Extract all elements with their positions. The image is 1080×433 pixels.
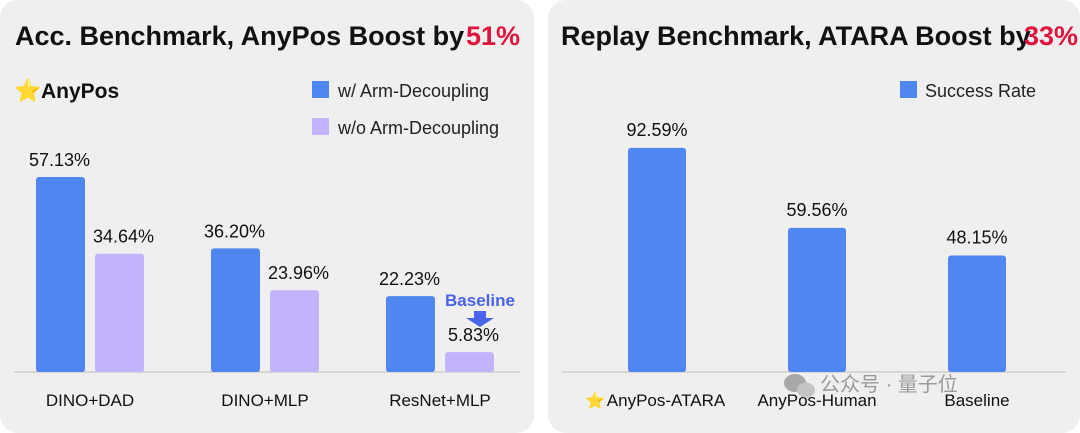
legend-label-success-rate: Success Rate [925, 81, 1036, 101]
star-icon: ⭐ [585, 391, 605, 410]
baseline-tag-label: Baseline [445, 291, 515, 310]
left-chart-panel: Acc. Benchmark, AnyPos Boost by 51% ⭐ An… [0, 0, 534, 433]
bar-baseline [948, 255, 1006, 372]
arrow-down-icon [466, 311, 494, 327]
category-label: ResNet+MLP [389, 391, 491, 410]
legend-label-with-decoupling: w/ Arm-Decoupling [337, 81, 489, 101]
left-bars: 57.13% 34.64% DINO+DAD 36.20% 23.96% DINO+MLP… [29, 150, 499, 410]
bar-value-label: 36.20% [204, 221, 265, 241]
category-label: AnyPos-Human [757, 391, 876, 410]
legend-swatch-without-decoupling [312, 118, 329, 135]
bar-value-label: 5.83% [448, 325, 499, 345]
bar-dino-dad-with [36, 176, 85, 372]
bar-value-label: 23.96% [268, 263, 329, 283]
bar-value-label: 48.15% [946, 227, 1007, 247]
category-label: Baseline [944, 391, 1009, 410]
category-label: DINO+DAD [46, 391, 134, 410]
left-chart-title: Acc. Benchmark, AnyPos Boost by [15, 21, 464, 51]
category-label: DINO+MLP [221, 391, 308, 410]
right-chart-panel: Replay Benchmark, ATARA Boost by 33% Suc… [548, 0, 1080, 433]
bar-value-label: 57.13% [29, 150, 90, 170]
legend-swatch-success-rate [900, 81, 917, 98]
bar-value-label: 92.59% [626, 120, 687, 140]
category-label: AnyPos-ATARA [607, 391, 726, 410]
bar-resnet-mlp-without [445, 352, 494, 372]
right-chart-title: Replay Benchmark, ATARA Boost by [561, 21, 1031, 51]
legend-label-without-decoupling: w/o Arm-Decoupling [337, 118, 499, 138]
left-chart: Acc. Benchmark, AnyPos Boost by 51% ⭐ An… [14, 21, 520, 410]
right-chart: Replay Benchmark, ATARA Boost by 33% Suc… [561, 21, 1078, 410]
bar-anypos-human [788, 227, 846, 372]
bar-value-label: 22.23% [379, 269, 440, 289]
bar-dino-dad-without [95, 253, 144, 372]
right-boost-value: 33% [1024, 21, 1078, 51]
watermark-text: 公众号 · 量子位 [820, 373, 958, 396]
wechat-icon [784, 374, 815, 398]
legend-swatch-with-decoupling [312, 81, 329, 98]
bar-value-label: 59.56% [786, 200, 847, 220]
left-boost-value: 51% [466, 21, 520, 51]
bar-value-label: 34.64% [93, 227, 154, 247]
star-icon: ⭐ [14, 78, 41, 103]
bar-anypos-atara [628, 147, 686, 372]
bar-dino-mlp-without [270, 290, 319, 372]
bar-resnet-mlp-with [386, 296, 435, 372]
bar-dino-mlp-with [211, 248, 260, 372]
brand-label: AnyPos [41, 80, 119, 103]
right-bars: 92.59% ⭐ AnyPos-ATARA 59.56% AnyPos-Human 48.… [585, 120, 1010, 410]
